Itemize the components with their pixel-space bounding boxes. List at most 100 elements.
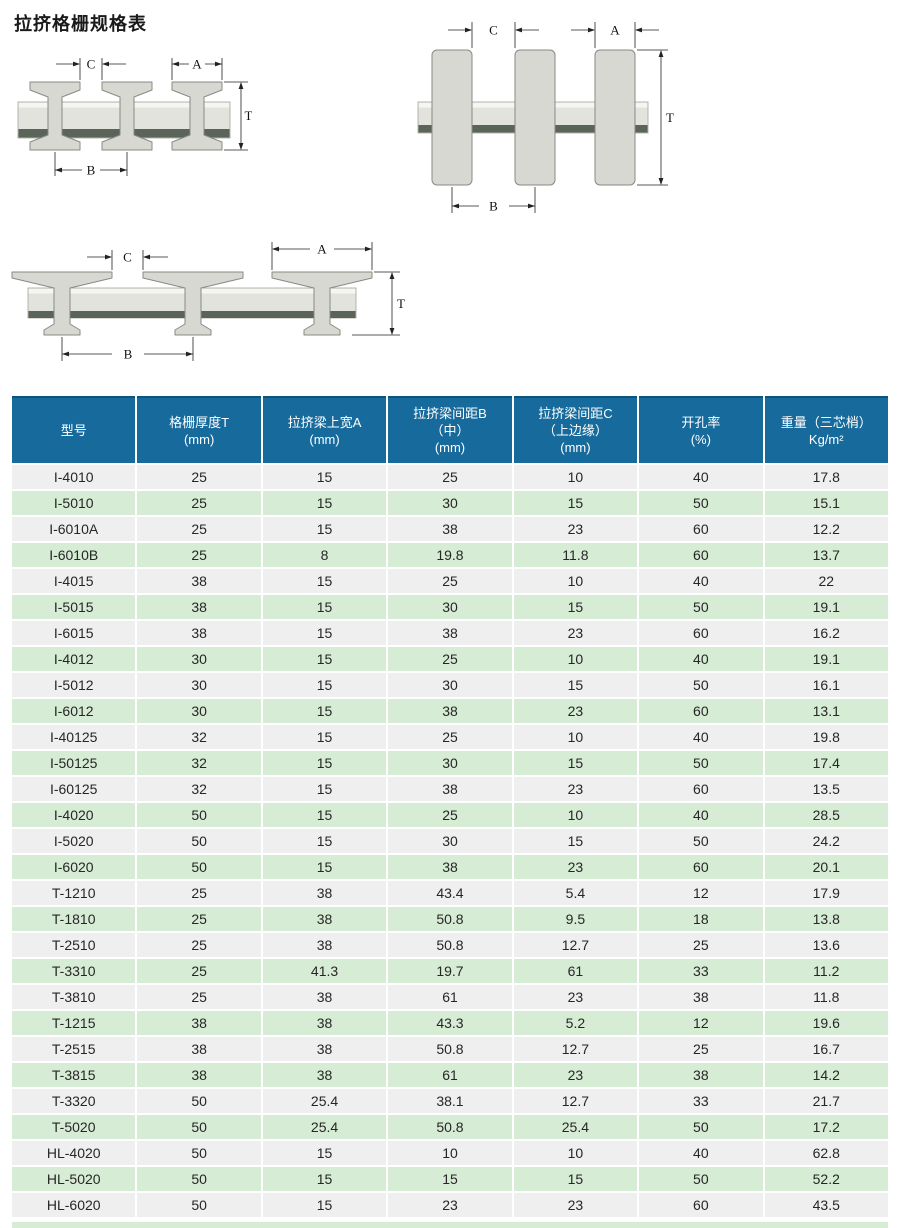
- table-cell: 24.2: [764, 829, 888, 853]
- table-cell: 50: [137, 1193, 261, 1217]
- table-cell: 60: [639, 777, 763, 801]
- table-row: T-1215 38 38 43.3 5.2 12 19.6: [12, 1011, 888, 1035]
- table-row: T-1210 25 38 43.4 5.4 12 17.9: [12, 881, 888, 905]
- table-row: I-6010A 25 15 38 23 60 12.2: [12, 517, 888, 541]
- dim-c-label: C: [489, 23, 498, 38]
- table-cell: 30: [388, 673, 512, 697]
- table-row: HL-6020 50 15 23 23 60 43.5: [12, 1193, 888, 1217]
- table-cell: 15: [262, 1167, 387, 1191]
- table-cell: 33: [639, 959, 763, 983]
- table-cell: T-1810: [12, 907, 136, 931]
- dimension-annotations: C A T B: [448, 22, 674, 214]
- table-cell: 38.1: [388, 1089, 512, 1113]
- dim-a-label: A: [192, 57, 202, 72]
- table-cell: 9.5: [513, 907, 638, 931]
- table-row: I-6012 30 15 38 23 60 13.1: [12, 699, 888, 723]
- table-cell: 43.3: [388, 1011, 512, 1035]
- table-cell: T-2510: [12, 933, 136, 957]
- table-cell: 23: [388, 1193, 512, 1217]
- table-cell: T-1215: [12, 1011, 136, 1035]
- table-row: T-3815 38 38 61 23 38 14.2: [12, 1063, 888, 1087]
- table-cell: 17.8: [764, 465, 888, 489]
- table-cell: 15: [513, 595, 638, 619]
- table-cell: 38: [262, 881, 387, 905]
- table-cell: 15: [262, 673, 387, 697]
- page-title: 拉挤格栅规格表: [14, 14, 147, 34]
- table-cell: 15: [262, 829, 387, 853]
- table-cell: 11.2: [764, 959, 888, 983]
- table-cell: 32: [137, 751, 261, 775]
- cropped-next-row-strip: [12, 1222, 888, 1228]
- table-cell: 25: [388, 569, 512, 593]
- table-cell: I-6020: [12, 855, 136, 879]
- table-cell: 38: [137, 1011, 261, 1035]
- table-cell: 50: [639, 751, 763, 775]
- table-cell: 38: [262, 933, 387, 957]
- table-cell: 38: [137, 1037, 261, 1061]
- table-cell: 50: [639, 1167, 763, 1191]
- table-row: T-3810 25 38 61 23 38 11.8: [12, 985, 888, 1009]
- table-cell: I-4012: [12, 647, 136, 671]
- table-cell: 10: [513, 465, 638, 489]
- table-cell: I-40125: [12, 725, 136, 749]
- table-cell: 23: [513, 985, 638, 1009]
- table-row: T-2510 25 38 50.8 12.7 25 13.6: [12, 933, 888, 957]
- table-cell: 32: [137, 777, 261, 801]
- table-cell: I-6015: [12, 621, 136, 645]
- table-cell: 41.3: [262, 959, 387, 983]
- table-row: T-1810 25 38 50.8 9.5 18 13.8: [12, 907, 888, 931]
- table-cell: 50: [639, 829, 763, 853]
- table-row: T-3320 50 25.4 38.1 12.7 33 21.7: [12, 1089, 888, 1113]
- table-cell: 40: [639, 569, 763, 593]
- table-cell: 38: [137, 1063, 261, 1087]
- table-cell: 38: [137, 595, 261, 619]
- table-row: T-2515 38 38 50.8 12.7 25 16.7: [12, 1037, 888, 1061]
- table-cell: 28.5: [764, 803, 888, 827]
- table-cell: 15: [262, 725, 387, 749]
- table-cell: 10: [513, 647, 638, 671]
- table-cell: 60: [639, 543, 763, 567]
- table-cell: 13.6: [764, 933, 888, 957]
- table-cell: 25: [639, 1037, 763, 1061]
- table-cell: HL-4020: [12, 1141, 136, 1165]
- column-header: 格栅厚度T (mm): [137, 396, 261, 463]
- table-row: I-5015 38 15 30 15 50 19.1: [12, 595, 888, 619]
- table-cell: 15: [262, 569, 387, 593]
- table-cell: 50: [639, 673, 763, 697]
- table-cell: T-3320: [12, 1089, 136, 1113]
- table-cell: 38: [262, 907, 387, 931]
- dimension-annotations: C A T B: [54, 57, 252, 178]
- table-row: I-6010B 25 8 19.8 11.8 60 13.7: [12, 543, 888, 567]
- table-cell: 23: [513, 855, 638, 879]
- table-cell: I-6010A: [12, 517, 136, 541]
- table-cell: I-60125: [12, 777, 136, 801]
- dimension-annotations: C A T B: [61, 242, 405, 362]
- table-cell: 22: [764, 569, 888, 593]
- table-row: I-50125 32 15 30 15 50 17.4: [12, 751, 888, 775]
- spec-table-body: I-4010 25 15 25 10 40 17.8 I-5010 25 15 30 15 50 15.1…: [12, 465, 888, 1217]
- table-row: HL-5020 50 15 15 15 50 52.2: [12, 1167, 888, 1191]
- table-cell: 11.8: [764, 985, 888, 1009]
- dim-b-label: B: [489, 199, 498, 214]
- table-cell: 33: [639, 1089, 763, 1113]
- table-cell: 15: [262, 621, 387, 645]
- table-cell: I-4015: [12, 569, 136, 593]
- table-cell: 10: [513, 725, 638, 749]
- column-header: 拉挤梁上宽A (mm): [262, 396, 387, 463]
- table-cell: 25.4: [262, 1115, 387, 1139]
- table-cell: T-1210: [12, 881, 136, 905]
- table-cell: 50.8: [388, 907, 512, 931]
- table-cell: 8: [262, 543, 387, 567]
- table-cell: 25: [388, 647, 512, 671]
- table-cell: 38: [262, 1037, 387, 1061]
- table-cell: 25: [137, 933, 261, 957]
- bar-profiles: [431, 49, 636, 186]
- table-row: I-4010 25 15 25 10 40 17.8: [12, 465, 888, 489]
- table-cell: 43.5: [764, 1193, 888, 1217]
- table-cell: 25: [639, 933, 763, 957]
- dim-a-label: A: [610, 23, 620, 38]
- table-cell: 25: [388, 465, 512, 489]
- dim-t-label: T: [397, 296, 405, 311]
- table-cell: 50: [137, 1089, 261, 1113]
